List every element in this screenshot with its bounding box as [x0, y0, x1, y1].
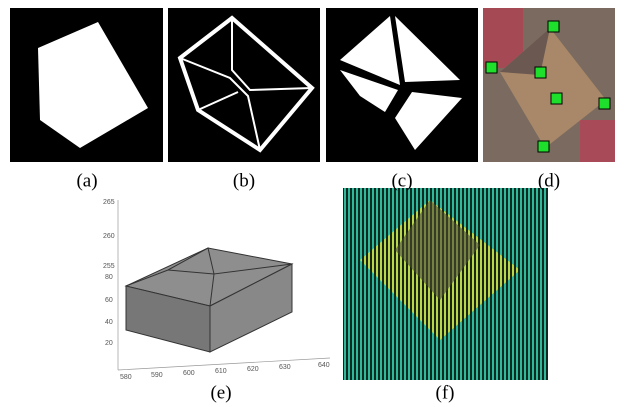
x-tick-label: 580 [120, 374, 132, 381]
panel-label: (c) [391, 170, 412, 191]
panel-a [10, 8, 163, 162]
z-tick-label: 260 [103, 233, 115, 240]
panel-label: (d) [538, 170, 560, 191]
y-tick-label: 20 [105, 340, 113, 347]
panel-label: (e) [210, 382, 231, 403]
x-tick-label: 600 [183, 370, 195, 377]
panel-label: (f) [436, 382, 455, 403]
x-tick-label: 610 [215, 368, 227, 375]
panel-b [168, 8, 320, 162]
z-tick-label: 255 [103, 263, 115, 270]
x-tick-label: 640 [318, 362, 330, 369]
y-tick-label: 80 [105, 274, 113, 281]
panel-label: (a) [76, 170, 97, 191]
figure: 265 260 255 80 60 40 20 580 590 600 610 … [0, 0, 626, 407]
panel-e: 265 260 255 80 60 40 20 580 590 600 610 … [103, 199, 330, 381]
y-tick-label: 40 [105, 319, 113, 326]
panel-d [483, 8, 615, 162]
x-tick-label: 630 [279, 364, 291, 371]
panel-label: (b) [233, 170, 255, 191]
panel-f [343, 188, 548, 380]
y-tick-label: 60 [105, 297, 113, 304]
x-tick-label: 620 [247, 366, 259, 373]
z-tick-label: 265 [103, 199, 115, 206]
x-tick-label: 590 [151, 372, 163, 379]
panel-c [326, 8, 478, 162]
